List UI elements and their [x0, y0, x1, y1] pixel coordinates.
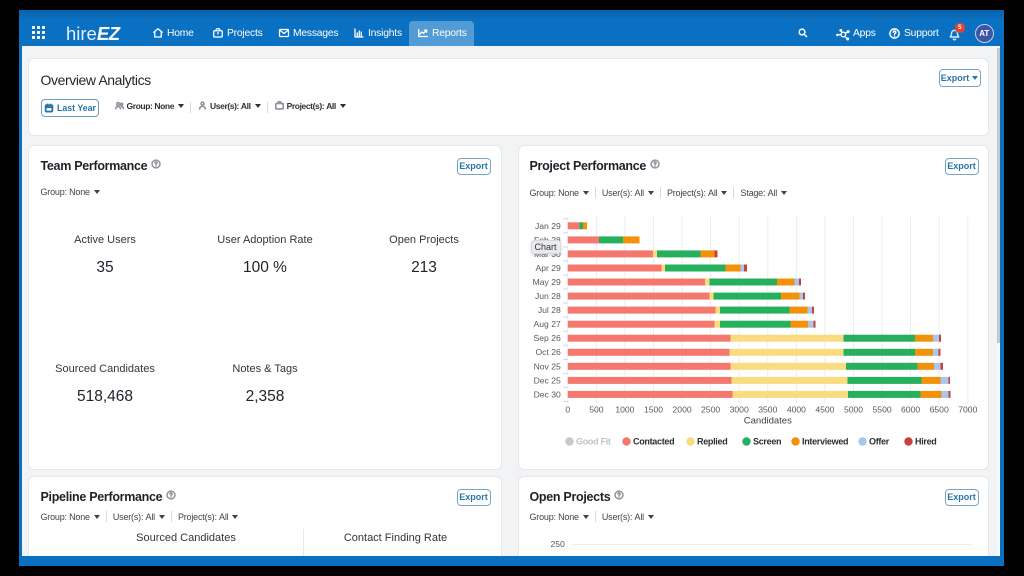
svg-text:Jan 29: Jan 29	[534, 220, 560, 230]
svg-text:Aug 27: Aug 27	[533, 319, 560, 329]
svg-text:2500: 2500	[701, 404, 720, 414]
svg-text:Contacted: Contacted	[633, 436, 674, 446]
svg-text:Nov 25: Nov 25	[533, 361, 560, 371]
svg-text:6000: 6000	[901, 404, 920, 414]
svg-text:Screen: Screen	[753, 436, 781, 446]
svg-text:5000: 5000	[843, 404, 862, 414]
svg-text:5500: 5500	[872, 404, 891, 414]
svg-text:Dec 25: Dec 25	[533, 375, 560, 385]
svg-text:3500: 3500	[758, 404, 777, 414]
svg-text:1500: 1500	[643, 404, 662, 414]
svg-text:Dec 30: Dec 30	[533, 389, 560, 399]
svg-text:Good Fit: Good Fit	[576, 436, 611, 446]
svg-text:Feb 28: Feb 28	[534, 234, 561, 244]
svg-text:Replied: Replied	[697, 436, 727, 446]
svg-text:4000: 4000	[786, 404, 805, 414]
svg-text:2000: 2000	[672, 404, 691, 414]
svg-text:Oct 26: Oct 26	[535, 347, 561, 357]
svg-text:1000: 1000	[615, 404, 634, 414]
svg-text:Candidates: Candidates	[743, 415, 791, 426]
svg-text:6500: 6500	[929, 404, 948, 414]
svg-text:Offer: Offer	[869, 436, 890, 446]
svg-text:Hired: Hired	[915, 436, 937, 446]
svg-text:3000: 3000	[729, 404, 748, 414]
svg-text:0: 0	[565, 404, 570, 414]
svg-text:7000: 7000	[958, 404, 977, 414]
svg-text:Apr 29: Apr 29	[535, 263, 561, 273]
svg-text:Jun 28: Jun 28	[534, 291, 560, 301]
svg-text:Sep 26: Sep 26	[533, 333, 560, 343]
svg-text:Jul 28: Jul 28	[537, 305, 560, 315]
svg-text:500: 500	[589, 404, 604, 414]
svg-text:4500: 4500	[815, 404, 834, 414]
svg-text:May 29: May 29	[532, 277, 560, 287]
svg-text:Interviewed: Interviewed	[802, 436, 848, 446]
